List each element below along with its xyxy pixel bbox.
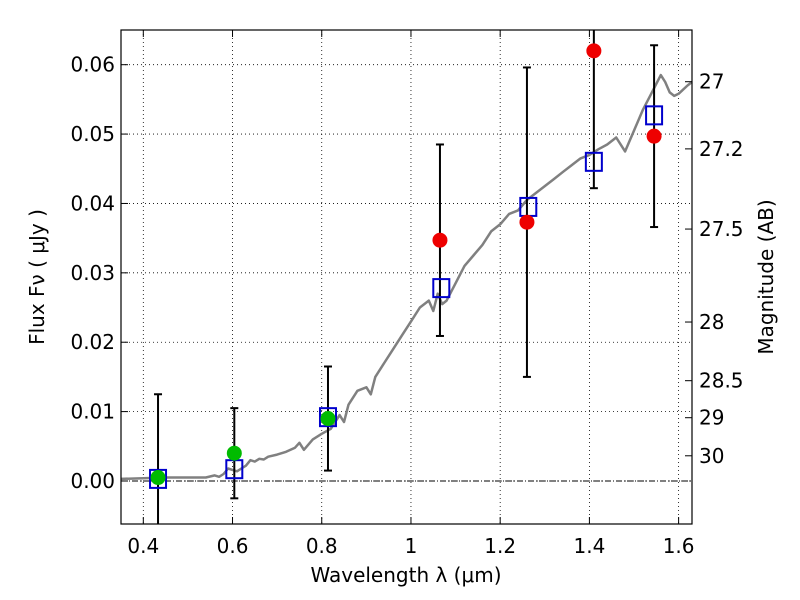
y-tick-label: 0.01	[70, 400, 115, 424]
y-tick-labels: 0.00 0.01 0.02 0.03 0.04 0.05 0.06	[70, 53, 115, 493]
model-sed-line	[120, 73, 693, 481]
nondetection-point	[646, 128, 662, 144]
x-tick-label: 0.4	[127, 534, 159, 558]
nondetection-point	[586, 43, 602, 59]
magnitude-axis-label: Magnitude (AB)	[754, 199, 778, 354]
x-tick-label: 0.8	[306, 534, 338, 558]
model-photometry-square	[584, 151, 603, 172]
model-photometry-square	[149, 468, 168, 489]
model-photometry-squares	[149, 105, 664, 489]
y-tick-label: 0.03	[70, 261, 115, 285]
detection-point	[150, 470, 166, 486]
plot-frame	[120, 29, 693, 525]
x-tick-label: 1.2	[484, 534, 516, 558]
y-tick-label: 0.04	[70, 191, 115, 215]
observed-points	[150, 43, 662, 486]
model-photometry-square	[318, 407, 337, 428]
magnitude-tick-label: 29	[699, 406, 724, 430]
x-tick-label: 1.4	[573, 534, 605, 558]
magnitude-tick-label: 28.5	[699, 369, 744, 393]
magnitude-tick-label: 27.5	[699, 217, 744, 241]
x-tick-label: 1	[405, 534, 418, 558]
magnitude-tick-label: 27.2	[699, 137, 744, 161]
y-tick-label: 0.05	[70, 122, 115, 146]
detection-point	[320, 411, 336, 427]
x-axis-label: Wavelength λ (μm)	[310, 563, 501, 587]
magnitude-tick-label: 30	[699, 444, 724, 468]
nondetection-point	[519, 214, 535, 230]
detection-point	[226, 445, 242, 461]
x-tick-labels: 0.4 0.6 0.8 1 1.2 1.4 1.6	[127, 534, 694, 558]
magnitude-tick-labels: 27 27.2 27.5 28 28.5 29 30	[699, 70, 744, 468]
x-tick-label: 0.6	[217, 534, 249, 558]
magnitude-tick-label: 27	[699, 70, 724, 94]
y-tick-label: 0.00	[70, 469, 115, 493]
plot-area	[121, 30, 692, 524]
model-photometry-square	[432, 278, 451, 299]
nondetection-point	[432, 232, 448, 248]
x-tick-label: 1.6	[663, 534, 695, 558]
axis-ticks	[121, 30, 692, 524]
y-axis-label: Flux Fν ( μJy )	[25, 209, 49, 345]
model-photometry-square	[645, 105, 664, 126]
y-tick-label: 0.02	[70, 330, 115, 354]
magnitude-tick-label: 28	[699, 310, 724, 334]
y-tick-label: 0.06	[70, 53, 115, 77]
